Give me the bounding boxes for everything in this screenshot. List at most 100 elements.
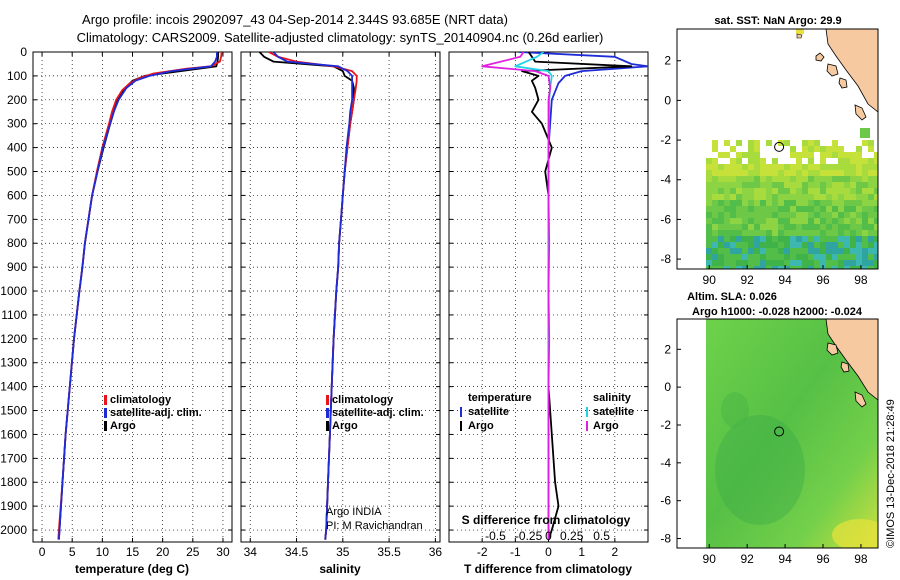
depth-tick-label: 2000 (0, 523, 27, 537)
sst-cell (814, 224, 820, 230)
sst-cell (772, 188, 778, 194)
sst-cell (790, 254, 796, 260)
sst-cell (856, 266, 862, 269)
sst-cell (724, 236, 730, 242)
sst-cell (736, 236, 742, 242)
map-x-tick-label: 98 (854, 273, 868, 287)
annotation-argo-india: Argo INDIA (326, 506, 382, 518)
sst-cell (862, 260, 868, 266)
sst-cell (760, 266, 766, 269)
sst-cell (808, 266, 814, 269)
sst-cell (802, 146, 808, 152)
sst-cell (862, 164, 868, 170)
sst-cell (754, 140, 760, 146)
depth-tick-label: 600 (7, 188, 27, 202)
legend-label-salinity-satellite: satellite (593, 406, 634, 418)
x-tick-label: 0 (39, 545, 46, 559)
sst-cell (790, 164, 796, 170)
x-tick-label: 2 (611, 545, 618, 559)
sst-cell (736, 152, 742, 158)
sst-cell (832, 170, 838, 176)
sst-cell (742, 170, 748, 176)
depth-tick-label: 1800 (0, 475, 27, 489)
sst-cell (772, 158, 778, 164)
sst-cell (766, 224, 772, 230)
sst-cell (748, 206, 754, 212)
sst-cell (844, 236, 850, 242)
map-x-tick-label: 92 (740, 552, 754, 566)
sst-cell (766, 170, 772, 176)
sst-cell (718, 152, 724, 158)
sst-cell (784, 212, 790, 218)
sst-cell (856, 200, 862, 206)
sst-cell (736, 182, 742, 188)
sst-cell (772, 260, 778, 266)
sst-cell (856, 236, 862, 242)
sst-cell (784, 266, 790, 269)
sst-cell (826, 218, 832, 224)
sst-cell (838, 164, 844, 170)
sst-cell (832, 164, 838, 170)
x-tick-label: 5 (69, 545, 76, 559)
figure-subtitle: Climatology: CARS2009. Satellite-adjuste… (77, 30, 604, 45)
sst-cell (772, 224, 778, 230)
sst-cell (718, 170, 724, 176)
sst-cell (736, 170, 742, 176)
sst-cell (772, 194, 778, 200)
sst-cell (724, 200, 730, 206)
difference-top-xlabel: S difference from climatology (462, 513, 631, 527)
sst-cell (730, 236, 736, 242)
sst-cell (814, 260, 820, 266)
sst-cell (802, 170, 808, 176)
sst-cell (748, 242, 754, 248)
annotation-pi: PI: M Ravichandran (326, 520, 423, 532)
sst-cell (796, 164, 802, 170)
sst-cell (760, 230, 766, 236)
sst-cell (790, 230, 796, 236)
depth-tick-label: 1400 (0, 380, 27, 394)
sst-cell (742, 152, 748, 158)
sst-cell (778, 248, 784, 254)
sst-cell (844, 152, 850, 158)
legend-title-temperature: temperature (468, 392, 532, 404)
sst-cell (814, 188, 820, 194)
sst-cell (874, 230, 878, 236)
sst-cell (856, 212, 862, 218)
sst-cell (856, 158, 862, 164)
sst-cell (742, 236, 748, 242)
sst-cell (754, 188, 760, 194)
sst-cell (862, 194, 868, 200)
sst-cell (736, 164, 742, 170)
sst-cell (778, 182, 784, 188)
sst-cell (730, 200, 736, 206)
sst-cell (832, 248, 838, 254)
sst-cell (706, 254, 712, 260)
sst-cell (712, 140, 718, 146)
sst-cell (802, 212, 808, 218)
sst-cell (712, 158, 718, 164)
difference-x-ticks: -2 -1 0 1 2 (477, 52, 618, 559)
sst-cell (802, 194, 808, 200)
sst-cell (754, 224, 760, 230)
sst-cell (718, 194, 724, 200)
sst-cell (808, 242, 814, 248)
sst-cell (718, 248, 724, 254)
sst-cell (856, 164, 862, 170)
salinity-xlabel: salinity (319, 562, 361, 576)
sst-cell (712, 164, 718, 170)
sst-cell (748, 224, 754, 230)
sst-cell (808, 236, 814, 242)
sst-cell (844, 176, 850, 182)
sst-cell (844, 260, 850, 266)
x-tick-label: 1 (578, 545, 585, 559)
sst-cell (796, 182, 802, 188)
sst-cell (850, 188, 856, 194)
sst-cell (706, 170, 712, 176)
sst-cell (814, 200, 820, 206)
sst-cell (820, 158, 826, 164)
temperature-panel: 0 5 10 15 20 25 30 temperature (deg C) climato… (32, 51, 233, 576)
sst-cell (868, 212, 874, 218)
sst-cell (736, 188, 742, 194)
sst-cell (748, 158, 754, 164)
sst-cell (826, 194, 832, 200)
